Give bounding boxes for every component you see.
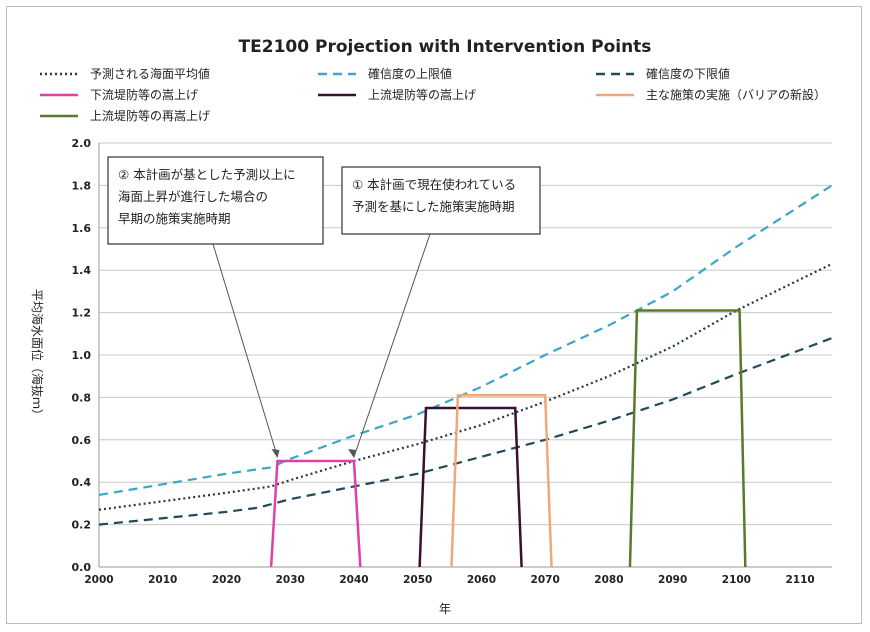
callout-text: 予測を基にした施策実施時期 [352,199,515,214]
series-line-3 [269,459,362,568]
legend-label: 予測される海面平均値 [90,66,210,81]
callout-text: 海面上昇が進行した場合の [118,189,268,204]
series-line-0 [98,262,833,511]
x-tick-label: 2050 [403,574,432,586]
series-line-6 [628,309,747,568]
x-tick-label: 2010 [148,574,177,586]
y-tick-label: 1.8 [72,179,92,192]
y-tick-label: 1.4 [72,264,92,277]
x-tick-label: 2000 [84,574,113,586]
callout-text: 早期の施策実施時期 [118,211,231,226]
y-tick-label: 0.2 [72,519,92,532]
callout-box [341,166,541,235]
legend-label: 上流堤防等の嵩上げ [368,87,476,102]
callout-text: ② 本計画が基とした予測以上に [118,167,296,182]
arrow-head-icon [347,449,356,458]
callout-box [107,156,324,245]
x-tick-label: 2080 [594,574,623,586]
legend-label: 確信度の上限値 [368,66,452,81]
legend-label: 上流堤防等の再嵩上げ [90,108,210,123]
chart-title: TE2100 Projection with Intervention Poin… [239,37,652,57]
x-tick-label: 2040 [339,574,368,586]
series-line-4 [418,406,523,568]
x-axis-label: 年 [439,602,451,616]
legend-label: 下流堤防等の嵩上げ [90,87,198,102]
legend-label: 確信度の下限値 [646,66,730,81]
x-tick-label: 2030 [276,574,305,586]
x-tick-label: 2060 [467,574,496,586]
series-line-2 [98,337,833,526]
y-axis-label: 平均海水面位（海抜ｍ） [30,289,45,421]
y-tick-label: 0.0 [72,561,92,574]
x-tick-label: 2020 [212,574,241,586]
callout-arrow [212,243,278,458]
x-tick-label: 2110 [786,574,815,586]
legend-label: 主な施策の実施（バリアの新設） [646,87,826,102]
y-tick-label: 2.0 [72,137,92,150]
y-tick-label: 1.6 [72,222,92,235]
arrow-head-icon [271,449,280,458]
chart-frame [6,6,862,624]
y-tick-label: 0.6 [72,434,92,447]
series-line-5 [450,394,553,568]
y-tick-label: 1.0 [72,349,92,362]
x-tick-label: 2100 [722,574,751,586]
y-tick-label: 1.2 [72,307,92,320]
x-tick-label: 2090 [658,574,687,586]
x-tick-label: 2070 [531,574,560,586]
y-tick-label: 0.8 [72,391,92,404]
series-line-1 [98,184,833,497]
callout-text: ① 本計画で現在使われている [352,177,516,192]
y-tick-label: 0.4 [72,476,92,489]
callout-arrow [353,233,431,458]
